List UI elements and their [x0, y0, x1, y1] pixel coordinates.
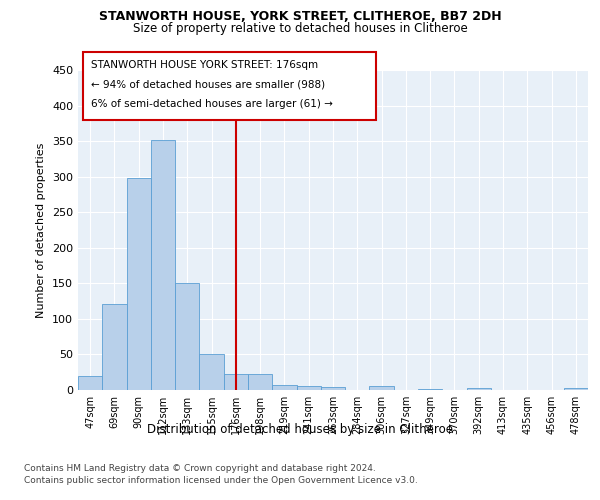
- Text: STANWORTH HOUSE YORK STREET: 176sqm: STANWORTH HOUSE YORK STREET: 176sqm: [91, 60, 318, 70]
- Text: ← 94% of detached houses are smaller (988): ← 94% of detached houses are smaller (98…: [91, 80, 325, 90]
- Y-axis label: Number of detached properties: Number of detached properties: [37, 142, 46, 318]
- Text: Contains public sector information licensed under the Open Government Licence v3: Contains public sector information licen…: [24, 476, 418, 485]
- Bar: [127, 178, 151, 390]
- Bar: [564, 388, 588, 390]
- Bar: [296, 386, 321, 390]
- Bar: [248, 374, 272, 390]
- FancyBboxPatch shape: [83, 52, 376, 120]
- Bar: [370, 386, 394, 390]
- Bar: [467, 388, 491, 390]
- Bar: [418, 388, 442, 390]
- Bar: [175, 284, 199, 390]
- Bar: [102, 304, 127, 390]
- Text: Contains HM Land Registry data © Crown copyright and database right 2024.: Contains HM Land Registry data © Crown c…: [24, 464, 376, 473]
- Text: Size of property relative to detached houses in Clitheroe: Size of property relative to detached ho…: [133, 22, 467, 35]
- Text: Distribution of detached houses by size in Clitheroe: Distribution of detached houses by size …: [147, 422, 453, 436]
- Text: STANWORTH HOUSE, YORK STREET, CLITHEROE, BB7 2DH: STANWORTH HOUSE, YORK STREET, CLITHEROE,…: [98, 10, 502, 23]
- Bar: [78, 376, 102, 390]
- Bar: [151, 140, 175, 390]
- Bar: [199, 354, 224, 390]
- Bar: [224, 374, 248, 390]
- Text: 6% of semi-detached houses are larger (61) →: 6% of semi-detached houses are larger (6…: [91, 99, 332, 109]
- Bar: [321, 387, 345, 390]
- Bar: [272, 385, 296, 390]
